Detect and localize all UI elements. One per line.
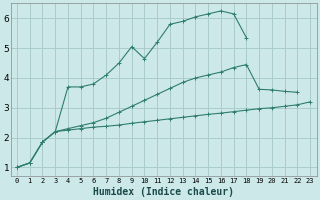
X-axis label: Humidex (Indice chaleur): Humidex (Indice chaleur) [93, 186, 234, 197]
